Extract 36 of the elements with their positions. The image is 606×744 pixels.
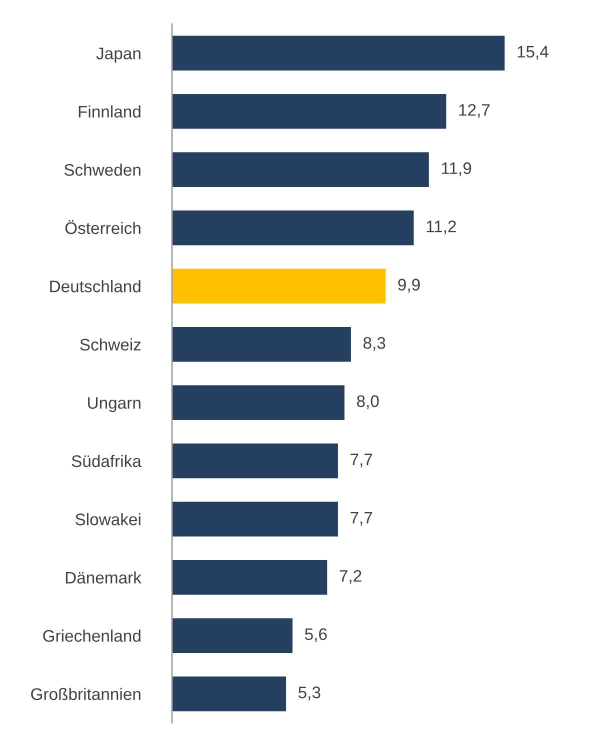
bar	[172, 675, 288, 713]
bar	[172, 384, 346, 422]
data-label: 12,7	[459, 104, 490, 118]
bar	[172, 442, 340, 480]
y-tick-label: Großbritannien	[31, 688, 140, 700]
bar	[172, 267, 387, 305]
data-label: 7,2	[340, 570, 362, 584]
y-tick-label: Japan	[96, 48, 140, 63]
y-tick-label: Schweden	[64, 164, 140, 176]
y-tick-label: Österreich	[65, 220, 140, 234]
bar	[172, 92, 448, 130]
data-label: 7,7	[350, 512, 372, 526]
y-tick-label: Südafrika	[72, 454, 142, 468]
bar	[172, 209, 416, 247]
data-label: 9,9	[398, 278, 420, 293]
y-tick-label: Griechenland	[43, 630, 140, 642]
y-tick-label: Finnland	[78, 105, 140, 118]
y-tick-label: Dänemark	[66, 571, 142, 584]
data-label: 7,7	[350, 454, 372, 468]
y-tick-label: Deutschland	[50, 280, 140, 292]
bar	[172, 500, 340, 538]
data-label: 5,6	[304, 628, 327, 642]
bar	[172, 34, 506, 72]
data-label: 8,0	[356, 395, 379, 410]
data-label: 8,3	[363, 337, 386, 351]
bar	[172, 150, 430, 188]
bar	[172, 326, 352, 364]
data-label: 11,9	[442, 162, 472, 176]
data-label: 5,3	[298, 686, 320, 700]
y-tick-label: Ungarn	[88, 397, 140, 412]
bar	[172, 616, 294, 654]
data-label: 11,2	[426, 220, 456, 234]
y-tick-label: Slowakei	[76, 513, 140, 526]
bar	[172, 558, 329, 596]
y-tick-label: Schweiz	[80, 338, 141, 351]
data-label: 15,4	[518, 46, 548, 60]
